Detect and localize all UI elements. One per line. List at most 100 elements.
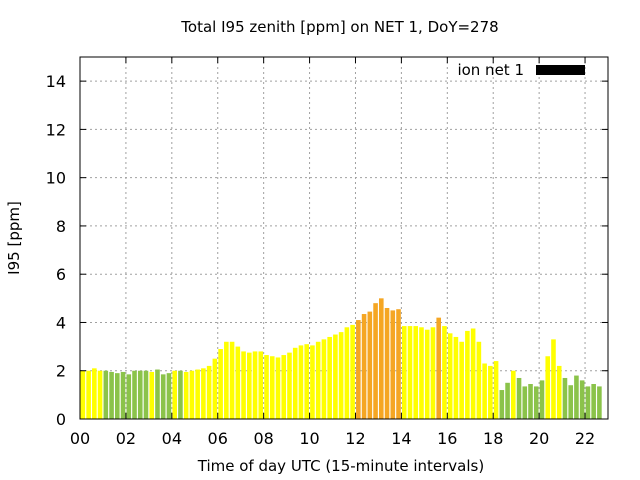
bar bbox=[424, 329, 430, 419]
bar bbox=[235, 346, 241, 419]
bar bbox=[86, 370, 91, 419]
bar bbox=[488, 365, 493, 419]
bar bbox=[470, 328, 476, 419]
bar bbox=[539, 380, 545, 419]
bar bbox=[556, 365, 562, 419]
bar bbox=[493, 361, 499, 419]
bar bbox=[562, 377, 568, 419]
bar bbox=[137, 370, 143, 419]
chart-title: Total I95 zenith [ppm] on NET 1, DoY=278 bbox=[180, 18, 498, 36]
bar bbox=[419, 327, 424, 419]
bar bbox=[258, 351, 264, 419]
bar bbox=[465, 330, 470, 419]
bar bbox=[178, 370, 183, 419]
bar bbox=[166, 373, 172, 419]
bar-series bbox=[80, 298, 602, 419]
bar bbox=[269, 356, 275, 419]
x-tick-label: 08 bbox=[253, 429, 273, 448]
legend: ion net 1 bbox=[457, 61, 585, 79]
bar bbox=[401, 326, 407, 419]
bar bbox=[224, 341, 229, 419]
bar bbox=[212, 358, 218, 419]
bar bbox=[275, 357, 281, 419]
y-tick-label: 10 bbox=[46, 169, 66, 188]
y-tick-label: 0 bbox=[56, 410, 66, 429]
bar bbox=[327, 336, 332, 419]
bar bbox=[528, 384, 533, 419]
y-tick-label: 4 bbox=[56, 313, 66, 332]
y-tick-labels: 0 2 4 6 8 10 12 14 bbox=[46, 72, 66, 429]
bar bbox=[545, 356, 551, 419]
bar bbox=[109, 371, 114, 419]
bar bbox=[522, 386, 528, 419]
x-tick-label: 00 bbox=[70, 429, 90, 448]
bar bbox=[298, 345, 304, 419]
bar bbox=[511, 370, 516, 419]
bar bbox=[126, 374, 132, 419]
bar bbox=[241, 351, 246, 419]
bar bbox=[155, 369, 160, 419]
bar bbox=[430, 327, 436, 419]
x-tick-labels: 00 02 04 06 08 10 12 14 16 18 20 22 bbox=[70, 429, 595, 448]
bar bbox=[396, 309, 401, 419]
bar bbox=[453, 336, 459, 419]
bar bbox=[482, 363, 487, 419]
bar bbox=[132, 370, 137, 419]
axis-ticks bbox=[79, 57, 608, 420]
bar bbox=[407, 326, 413, 419]
x-tick-label: 18 bbox=[483, 429, 503, 448]
legend-swatch bbox=[536, 65, 585, 75]
x-tick-label: 02 bbox=[116, 429, 136, 448]
bar bbox=[516, 377, 522, 419]
bar bbox=[304, 344, 309, 419]
bar bbox=[436, 317, 441, 419]
bar bbox=[292, 347, 298, 419]
bar bbox=[103, 370, 109, 419]
bar bbox=[442, 326, 447, 419]
bar bbox=[568, 385, 573, 419]
bar bbox=[585, 386, 591, 419]
bar bbox=[321, 339, 327, 419]
bar bbox=[579, 380, 585, 419]
bar bbox=[361, 314, 367, 419]
bar bbox=[459, 341, 464, 419]
bar bbox=[143, 370, 149, 419]
bar bbox=[172, 370, 177, 419]
grid-lines bbox=[80, 57, 608, 419]
bar bbox=[551, 339, 556, 419]
bar bbox=[252, 351, 258, 419]
bar bbox=[115, 373, 120, 419]
bar bbox=[195, 369, 200, 419]
bar bbox=[505, 382, 510, 419]
x-tick-label: 04 bbox=[162, 429, 182, 448]
bar bbox=[287, 352, 292, 419]
bar bbox=[344, 327, 350, 419]
y-tick-label: 2 bbox=[56, 362, 66, 381]
bar bbox=[149, 371, 155, 419]
bar bbox=[92, 368, 97, 419]
bar bbox=[189, 370, 195, 419]
bar bbox=[390, 310, 396, 419]
bar bbox=[591, 384, 596, 419]
bar bbox=[183, 371, 189, 419]
x-tick-label: 06 bbox=[208, 429, 228, 448]
bar bbox=[310, 345, 315, 419]
x-axis-title: Time of day UTC (15-minute intervals) bbox=[197, 457, 484, 475]
bar bbox=[120, 371, 126, 419]
bar bbox=[350, 324, 355, 419]
bar bbox=[80, 370, 86, 419]
bar bbox=[499, 390, 505, 419]
bar bbox=[201, 368, 206, 419]
bar bbox=[597, 386, 602, 419]
legend-label: ion net 1 bbox=[457, 61, 524, 79]
y-tick-label: 14 bbox=[46, 72, 66, 91]
x-tick-label: 20 bbox=[529, 429, 549, 448]
x-tick-label: 10 bbox=[299, 429, 319, 448]
bar bbox=[97, 370, 103, 419]
bar bbox=[160, 374, 166, 419]
bar bbox=[218, 349, 223, 419]
x-tick-label: 22 bbox=[575, 429, 595, 448]
bar bbox=[315, 341, 321, 419]
bar bbox=[206, 365, 212, 419]
